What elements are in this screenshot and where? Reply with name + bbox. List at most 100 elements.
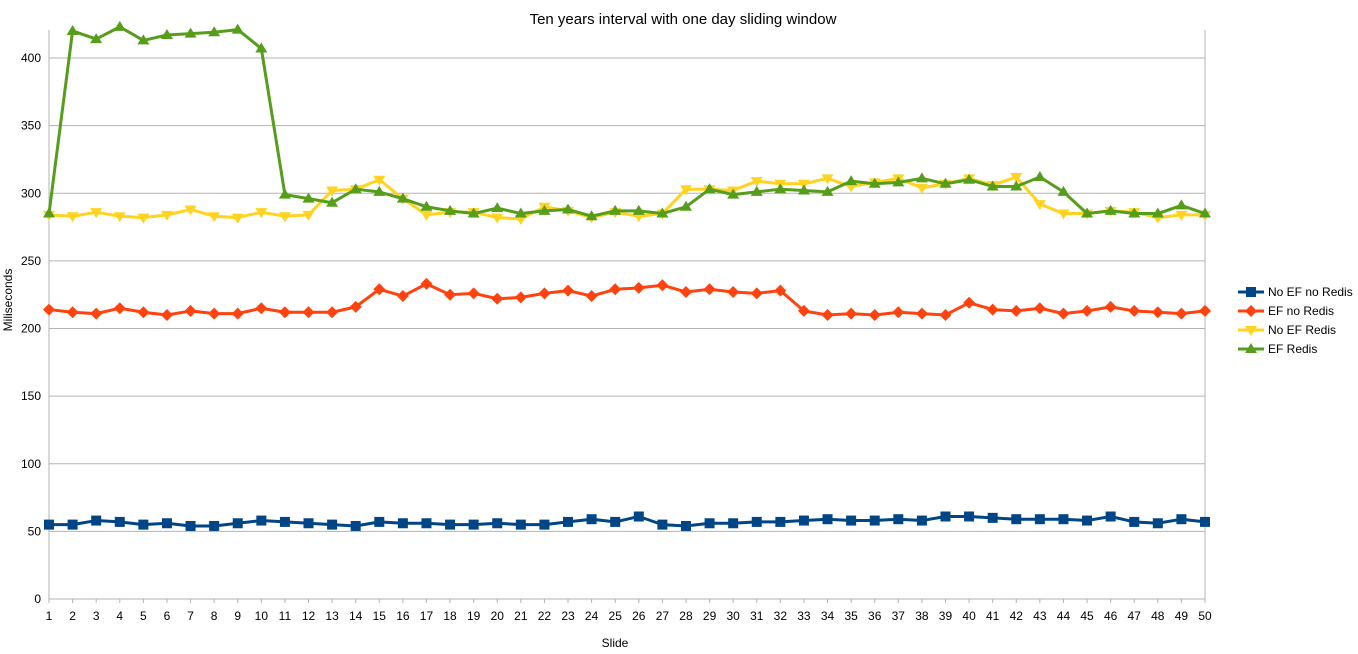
data-point	[302, 210, 315, 221]
y-tick-label: 150	[21, 389, 41, 403]
data-point	[113, 20, 126, 31]
data-point	[467, 287, 480, 300]
data-point	[585, 290, 598, 303]
legend-entry: EF no Redis	[1238, 304, 1334, 318]
data-point	[185, 520, 196, 531]
data-point	[114, 516, 125, 527]
x-tick-label: 7	[187, 609, 194, 623]
data-point	[562, 203, 575, 214]
x-tick-label: 34	[821, 609, 835, 623]
data-point	[1151, 306, 1164, 319]
x-tick-label: 40	[962, 609, 976, 623]
data-point	[774, 284, 787, 297]
data-point	[1175, 210, 1188, 221]
data-point	[703, 283, 716, 296]
data-point	[1175, 199, 1188, 210]
x-tick-label: 10	[255, 609, 269, 623]
legend-marker	[1245, 305, 1257, 317]
data-point	[66, 212, 79, 223]
data-point	[396, 192, 409, 203]
data-point	[373, 283, 386, 296]
y-tick-label: 400	[21, 51, 41, 65]
data-point	[821, 174, 834, 185]
data-point	[609, 283, 622, 296]
data-point	[585, 210, 598, 221]
data-point	[184, 205, 197, 216]
data-point	[679, 285, 692, 298]
data-point	[963, 296, 976, 309]
x-tick-label: 41	[986, 609, 1000, 623]
legend-label: No EF Redis	[1268, 323, 1336, 337]
data-point	[350, 520, 361, 531]
x-tick-label: 33	[797, 609, 811, 623]
data-point	[1033, 302, 1046, 315]
data-point	[1199, 304, 1211, 317]
x-tick-label: 50	[1198, 609, 1212, 623]
x-tick-label: 18	[443, 609, 457, 623]
data-point	[373, 185, 386, 196]
data-point	[43, 303, 55, 316]
data-point	[892, 306, 905, 319]
x-tick-label: 1	[46, 609, 53, 623]
y-tick-label: 250	[21, 254, 41, 268]
x-tick-label: 45	[1080, 609, 1094, 623]
x-tick-label: 47	[1128, 609, 1142, 623]
y-tick-label: 100	[21, 457, 41, 471]
data-point	[66, 306, 79, 319]
y-tick-label: 50	[28, 524, 42, 538]
data-point	[1081, 207, 1094, 218]
x-tick-label: 4	[116, 609, 123, 623]
x-tick-label: 19	[467, 609, 481, 623]
data-point	[67, 519, 78, 530]
data-point	[444, 204, 457, 215]
x-tick-label: 23	[561, 609, 575, 623]
legend-marker	[1246, 287, 1256, 297]
data-point	[562, 284, 575, 297]
data-point	[1082, 515, 1093, 526]
data-point	[1128, 207, 1141, 218]
data-point	[869, 515, 880, 526]
series-ef-redis	[43, 20, 1211, 221]
data-point	[964, 511, 975, 522]
data-point	[44, 519, 54, 530]
data-point	[750, 185, 763, 196]
data-point	[326, 196, 339, 207]
legend: No EF no Redis EF no Redis No EF Redis EF R…	[1238, 285, 1353, 356]
data-point	[680, 520, 691, 531]
x-tick-label: 17	[420, 609, 434, 623]
data-point	[327, 519, 338, 530]
x-tick-label: 20	[491, 609, 505, 623]
x-tick-label: 27	[656, 609, 670, 623]
x-tick-label: 39	[939, 609, 953, 623]
data-point	[278, 188, 291, 199]
x-tick-label: 43	[1033, 609, 1047, 623]
data-point	[491, 292, 504, 305]
x-tick-label: 35	[844, 609, 858, 623]
x-tick-label: 5	[140, 609, 147, 623]
x-tick-label: 38	[915, 609, 929, 623]
data-point	[90, 208, 103, 219]
y-tick-label: 350	[21, 119, 41, 133]
data-point	[373, 175, 386, 186]
x-tick-label: 9	[234, 609, 241, 623]
data-point	[893, 514, 904, 525]
data-point	[679, 200, 692, 211]
data-point	[727, 285, 740, 298]
data-point	[467, 207, 480, 218]
data-point	[704, 518, 715, 529]
data-point	[374, 516, 385, 527]
data-point	[208, 26, 221, 37]
series-line	[49, 514, 1206, 528]
data-point	[728, 518, 739, 529]
x-tick-label: 42	[1010, 609, 1024, 623]
x-tick-label: 28	[679, 609, 693, 623]
legend-label: EF no Redis	[1268, 304, 1334, 318]
data-point	[1175, 307, 1188, 320]
x-tick-label: 29	[703, 609, 717, 623]
data-point	[420, 200, 433, 211]
x-tick-label: 48	[1151, 609, 1165, 623]
data-point	[1129, 516, 1140, 527]
data-point	[846, 515, 857, 526]
data-point	[868, 177, 881, 188]
y-tick-label: 0	[34, 592, 41, 606]
